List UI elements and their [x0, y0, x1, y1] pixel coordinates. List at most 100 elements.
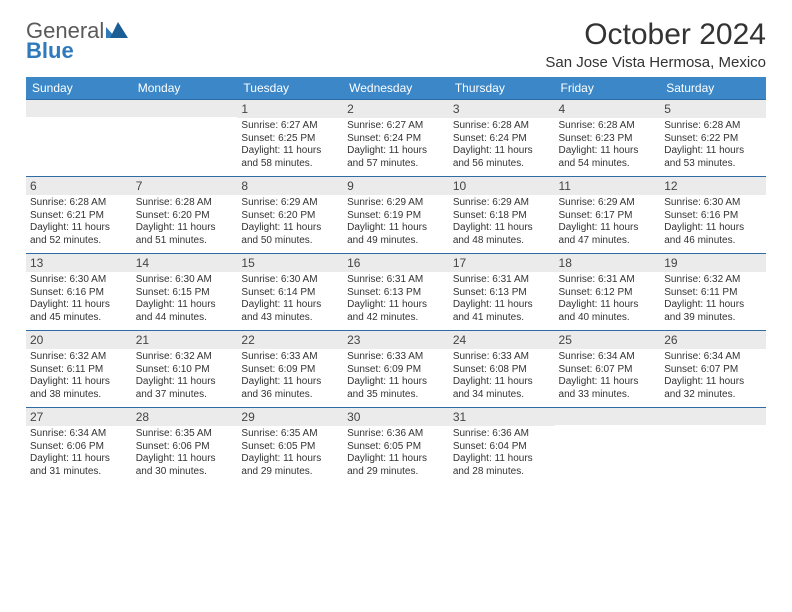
calendar-day-cell: 16Sunrise: 6:31 AMSunset: 6:13 PMDayligh…	[343, 254, 449, 331]
day-content: Sunrise: 6:35 AMSunset: 6:06 PMDaylight:…	[132, 426, 238, 484]
sunset-line: Sunset: 6:04 PM	[453, 441, 551, 454]
daylight-line: Daylight: 11 hours and 46 minutes.	[664, 222, 762, 247]
day-content: Sunrise: 6:28 AMSunset: 6:21 PMDaylight:…	[26, 195, 132, 253]
calendar-empty-cell	[555, 408, 661, 485]
daylight-line: Daylight: 11 hours and 37 minutes.	[136, 376, 234, 401]
calendar-day-cell: 19Sunrise: 6:32 AMSunset: 6:11 PMDayligh…	[660, 254, 766, 331]
day-number: 5	[660, 100, 766, 118]
calendar-day-cell: 22Sunrise: 6:33 AMSunset: 6:09 PMDayligh…	[237, 331, 343, 408]
sunrise-line: Sunrise: 6:30 AM	[241, 274, 339, 287]
day-content: Sunrise: 6:31 AMSunset: 6:13 PMDaylight:…	[449, 272, 555, 330]
calendar-day-cell: 8Sunrise: 6:29 AMSunset: 6:20 PMDaylight…	[237, 177, 343, 254]
day-content: Sunrise: 6:34 AMSunset: 6:07 PMDaylight:…	[555, 349, 661, 407]
sunset-line: Sunset: 6:08 PM	[453, 364, 551, 377]
sunset-line: Sunset: 6:15 PM	[136, 287, 234, 300]
day-number: 17	[449, 254, 555, 272]
day-content: Sunrise: 6:30 AMSunset: 6:16 PMDaylight:…	[26, 272, 132, 330]
sunrise-line: Sunrise: 6:36 AM	[347, 428, 445, 441]
brand-block: General Blue	[26, 20, 128, 62]
day-number: 1	[237, 100, 343, 118]
calendar-day-cell: 17Sunrise: 6:31 AMSunset: 6:13 PMDayligh…	[449, 254, 555, 331]
day-number: 16	[343, 254, 449, 272]
day-content	[555, 425, 661, 483]
sunrise-line: Sunrise: 6:31 AM	[559, 274, 657, 287]
day-number: 18	[555, 254, 661, 272]
sunrise-line: Sunrise: 6:34 AM	[30, 428, 128, 441]
calendar-empty-cell	[132, 100, 238, 177]
day-number	[555, 408, 661, 425]
sunrise-line: Sunrise: 6:31 AM	[453, 274, 551, 287]
daylight-line: Daylight: 11 hours and 32 minutes.	[664, 376, 762, 401]
sunrise-line: Sunrise: 6:35 AM	[241, 428, 339, 441]
sunrise-line: Sunrise: 6:28 AM	[30, 197, 128, 210]
calendar-day-cell: 24Sunrise: 6:33 AMSunset: 6:08 PMDayligh…	[449, 331, 555, 408]
day-number: 28	[132, 408, 238, 426]
calendar-week-row: 27Sunrise: 6:34 AMSunset: 6:06 PMDayligh…	[26, 408, 766, 485]
daylight-line: Daylight: 11 hours and 50 minutes.	[241, 222, 339, 247]
calendar-day-cell: 9Sunrise: 6:29 AMSunset: 6:19 PMDaylight…	[343, 177, 449, 254]
calendar-week-row: 1Sunrise: 6:27 AMSunset: 6:25 PMDaylight…	[26, 100, 766, 177]
sunset-line: Sunset: 6:21 PM	[30, 210, 128, 223]
location: San Jose Vista Hermosa, Mexico	[545, 54, 766, 71]
daylight-line: Daylight: 11 hours and 53 minutes.	[664, 145, 762, 170]
daylight-line: Daylight: 11 hours and 44 minutes.	[136, 299, 234, 324]
sunset-line: Sunset: 6:09 PM	[347, 364, 445, 377]
daylight-line: Daylight: 11 hours and 41 minutes.	[453, 299, 551, 324]
day-number	[26, 100, 132, 117]
calendar-day-cell: 26Sunrise: 6:34 AMSunset: 6:07 PMDayligh…	[660, 331, 766, 408]
day-content: Sunrise: 6:31 AMSunset: 6:13 PMDaylight:…	[343, 272, 449, 330]
sunrise-line: Sunrise: 6:28 AM	[559, 120, 657, 133]
sunrise-line: Sunrise: 6:32 AM	[664, 274, 762, 287]
day-number: 24	[449, 331, 555, 349]
sunrise-line: Sunrise: 6:34 AM	[559, 351, 657, 364]
calendar-day-cell: 3Sunrise: 6:28 AMSunset: 6:24 PMDaylight…	[449, 100, 555, 177]
daylight-line: Daylight: 11 hours and 31 minutes.	[30, 453, 128, 478]
calendar-day-cell: 1Sunrise: 6:27 AMSunset: 6:25 PMDaylight…	[237, 100, 343, 177]
sunrise-line: Sunrise: 6:33 AM	[453, 351, 551, 364]
day-content: Sunrise: 6:34 AMSunset: 6:07 PMDaylight:…	[660, 349, 766, 407]
daylight-line: Daylight: 11 hours and 56 minutes.	[453, 145, 551, 170]
daylight-line: Daylight: 11 hours and 42 minutes.	[347, 299, 445, 324]
sunrise-line: Sunrise: 6:29 AM	[241, 197, 339, 210]
sunrise-line: Sunrise: 6:28 AM	[136, 197, 234, 210]
day-content: Sunrise: 6:29 AMSunset: 6:17 PMDaylight:…	[555, 195, 661, 253]
sunrise-line: Sunrise: 6:35 AM	[136, 428, 234, 441]
day-content: Sunrise: 6:32 AMSunset: 6:10 PMDaylight:…	[132, 349, 238, 407]
day-number	[132, 100, 238, 117]
calendar-day-cell: 12Sunrise: 6:30 AMSunset: 6:16 PMDayligh…	[660, 177, 766, 254]
calendar-day-cell: 4Sunrise: 6:28 AMSunset: 6:23 PMDaylight…	[555, 100, 661, 177]
sunset-line: Sunset: 6:14 PM	[241, 287, 339, 300]
calendar-day-cell: 2Sunrise: 6:27 AMSunset: 6:24 PMDaylight…	[343, 100, 449, 177]
day-number: 22	[237, 331, 343, 349]
day-number: 4	[555, 100, 661, 118]
daylight-line: Daylight: 11 hours and 29 minutes.	[241, 453, 339, 478]
sunrise-line: Sunrise: 6:29 AM	[559, 197, 657, 210]
daylight-line: Daylight: 11 hours and 29 minutes.	[347, 453, 445, 478]
sunrise-line: Sunrise: 6:27 AM	[347, 120, 445, 133]
sunset-line: Sunset: 6:06 PM	[30, 441, 128, 454]
day-number: 23	[343, 331, 449, 349]
brand-text-blue: Blue	[26, 40, 128, 62]
daylight-line: Daylight: 11 hours and 35 minutes.	[347, 376, 445, 401]
sunrise-line: Sunrise: 6:33 AM	[241, 351, 339, 364]
weekday-header: Monday	[132, 77, 238, 100]
day-content: Sunrise: 6:33 AMSunset: 6:09 PMDaylight:…	[237, 349, 343, 407]
day-number: 20	[26, 331, 132, 349]
daylight-line: Daylight: 11 hours and 58 minutes.	[241, 145, 339, 170]
calendar-day-cell: 31Sunrise: 6:36 AMSunset: 6:04 PMDayligh…	[449, 408, 555, 485]
sunset-line: Sunset: 6:06 PM	[136, 441, 234, 454]
calendar-week-row: 13Sunrise: 6:30 AMSunset: 6:16 PMDayligh…	[26, 254, 766, 331]
day-number: 19	[660, 254, 766, 272]
day-content: Sunrise: 6:32 AMSunset: 6:11 PMDaylight:…	[26, 349, 132, 407]
day-number: 7	[132, 177, 238, 195]
weekday-header-row: SundayMondayTuesdayWednesdayThursdayFrid…	[26, 77, 766, 100]
day-content: Sunrise: 6:32 AMSunset: 6:11 PMDaylight:…	[660, 272, 766, 330]
sunset-line: Sunset: 6:09 PM	[241, 364, 339, 377]
weekday-header: Sunday	[26, 77, 132, 100]
sunset-line: Sunset: 6:16 PM	[30, 287, 128, 300]
sunrise-line: Sunrise: 6:29 AM	[347, 197, 445, 210]
day-content: Sunrise: 6:36 AMSunset: 6:05 PMDaylight:…	[343, 426, 449, 484]
calendar-day-cell: 30Sunrise: 6:36 AMSunset: 6:05 PMDayligh…	[343, 408, 449, 485]
calendar-day-cell: 15Sunrise: 6:30 AMSunset: 6:14 PMDayligh…	[237, 254, 343, 331]
calendar-table: SundayMondayTuesdayWednesdayThursdayFrid…	[26, 77, 766, 484]
